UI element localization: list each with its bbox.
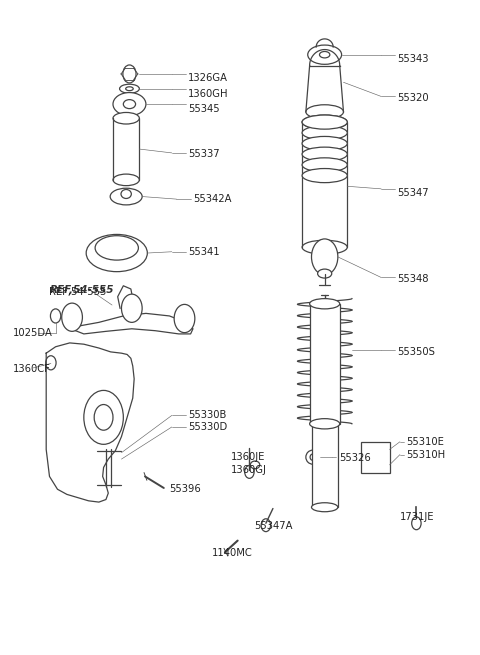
Ellipse shape <box>302 115 347 129</box>
Ellipse shape <box>110 188 142 205</box>
Ellipse shape <box>113 113 139 124</box>
Bar <box>310 304 340 424</box>
Text: 55330D: 55330D <box>188 422 228 432</box>
Ellipse shape <box>306 450 320 464</box>
Ellipse shape <box>95 236 138 260</box>
Circle shape <box>123 65 136 83</box>
Text: 55342A: 55342A <box>193 194 231 204</box>
Bar <box>361 441 390 472</box>
Text: 1360JE: 1360JE <box>230 452 265 462</box>
Text: 55320: 55320 <box>397 93 429 103</box>
Ellipse shape <box>251 461 260 469</box>
Ellipse shape <box>302 126 347 140</box>
Ellipse shape <box>86 234 147 272</box>
Text: 1360GJ: 1360GJ <box>230 465 266 475</box>
Ellipse shape <box>302 147 347 161</box>
Circle shape <box>312 239 338 275</box>
Bar <box>312 424 338 507</box>
Text: 55310E: 55310E <box>406 437 444 447</box>
Text: 55326: 55326 <box>339 453 371 464</box>
Text: 55330B: 55330B <box>188 411 227 421</box>
Text: 55341: 55341 <box>188 247 220 257</box>
Text: 55350S: 55350S <box>397 347 435 357</box>
Circle shape <box>412 517 421 530</box>
Circle shape <box>174 305 195 333</box>
Circle shape <box>50 309 61 323</box>
Circle shape <box>245 466 254 478</box>
Circle shape <box>121 294 142 322</box>
Text: 1731JE: 1731JE <box>400 512 434 522</box>
Text: 1140MC: 1140MC <box>212 548 252 559</box>
Text: 1025DA: 1025DA <box>13 328 53 337</box>
Text: 55348: 55348 <box>397 274 429 284</box>
Text: 55396: 55396 <box>169 484 201 495</box>
Ellipse shape <box>320 52 330 58</box>
Text: REF,54-555: REF,54-555 <box>49 286 114 295</box>
Text: 55347A: 55347A <box>254 521 293 531</box>
Ellipse shape <box>306 105 344 119</box>
Ellipse shape <box>318 269 332 278</box>
Circle shape <box>46 356 56 370</box>
Text: 55347: 55347 <box>397 188 429 198</box>
Ellipse shape <box>302 240 347 254</box>
Circle shape <box>84 390 123 444</box>
Text: 55337: 55337 <box>188 149 220 159</box>
Ellipse shape <box>123 100 135 109</box>
Ellipse shape <box>302 168 347 183</box>
Ellipse shape <box>113 174 139 185</box>
Ellipse shape <box>310 299 340 309</box>
Ellipse shape <box>120 84 139 93</box>
Circle shape <box>261 519 271 532</box>
Ellipse shape <box>126 86 133 90</box>
Text: 1360CF: 1360CF <box>13 364 51 374</box>
Text: 55343: 55343 <box>397 54 429 64</box>
Text: REF,54-555: REF,54-555 <box>48 287 106 297</box>
Circle shape <box>62 303 83 331</box>
Ellipse shape <box>302 136 347 151</box>
Circle shape <box>94 405 113 430</box>
Ellipse shape <box>121 189 132 198</box>
Text: 55345: 55345 <box>188 104 220 114</box>
Ellipse shape <box>312 503 338 512</box>
Ellipse shape <box>310 454 316 460</box>
Text: 1360GH: 1360GH <box>188 89 229 99</box>
Ellipse shape <box>310 419 340 429</box>
Text: 1326GA: 1326GA <box>188 73 228 83</box>
Ellipse shape <box>302 115 347 129</box>
Ellipse shape <box>302 158 347 172</box>
Text: 55310H: 55310H <box>406 449 445 460</box>
Ellipse shape <box>308 45 342 64</box>
Ellipse shape <box>113 92 146 116</box>
